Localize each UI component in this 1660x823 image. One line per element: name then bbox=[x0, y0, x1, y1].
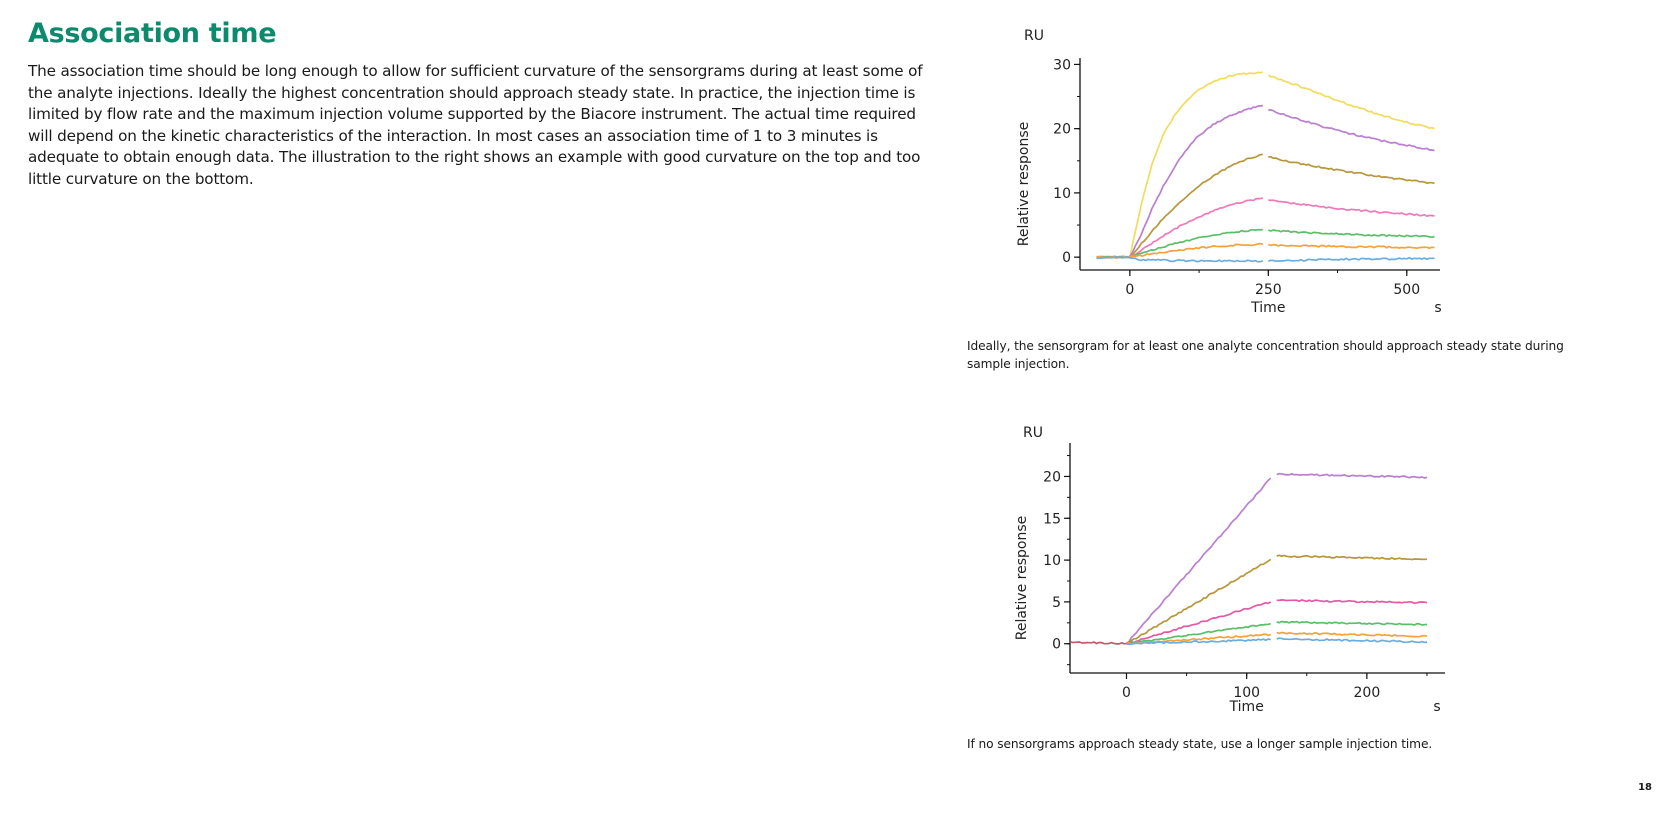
x-axis-unit: s bbox=[1433, 699, 1440, 715]
sensorgram-series-line bbox=[1126, 601, 1272, 645]
sensorgram-series-line bbox=[1096, 104, 1263, 259]
sensorgram-series-line bbox=[1276, 599, 1428, 605]
y-tick-label: 10 bbox=[1053, 186, 1071, 202]
page-title: Association time bbox=[28, 18, 277, 49]
sensorgram-series-line bbox=[1276, 472, 1428, 479]
y-tick-label: 20 bbox=[1043, 469, 1061, 485]
x-tick-label: 500 bbox=[1393, 282, 1420, 298]
sensorgram-series-line bbox=[1276, 631, 1428, 638]
y-tick-label: 0 bbox=[1062, 250, 1071, 266]
sensorgram-series-line bbox=[1268, 199, 1435, 218]
sensorgram-series-line bbox=[1268, 229, 1435, 239]
x-tick-label: 100 bbox=[1233, 685, 1260, 701]
x-axis-unit: s bbox=[1434, 300, 1441, 316]
y-tick-label: 5 bbox=[1052, 595, 1061, 611]
sensorgram-series-line bbox=[1276, 620, 1428, 626]
sensorgram-series-line bbox=[1096, 71, 1264, 259]
sensorgram-series-line bbox=[1268, 256, 1435, 263]
sensorgram-series-line bbox=[1267, 243, 1435, 250]
sensorgram-series-line bbox=[1126, 622, 1271, 645]
y-tick-label: 15 bbox=[1043, 511, 1061, 527]
sensorgram-series-line bbox=[1268, 109, 1435, 152]
sensorgram-series-line bbox=[1126, 638, 1271, 646]
x-tick-label: 250 bbox=[1255, 282, 1282, 298]
y-tick-label: 30 bbox=[1053, 57, 1071, 73]
x-axis-label: Time bbox=[1250, 300, 1285, 316]
figure-caption-top: Ideally, the sensorgram for at least one… bbox=[967, 339, 1564, 371]
y-axis-label: Relative response bbox=[1016, 122, 1032, 247]
figure-caption-bottom: If no sensorgrams approach steady state,… bbox=[967, 737, 1433, 751]
sensorgram-series-line bbox=[1069, 640, 1127, 645]
x-tick-label: 0 bbox=[1125, 282, 1134, 298]
x-axis-label: Time bbox=[1229, 699, 1264, 715]
y-tick-label: 10 bbox=[1043, 553, 1061, 569]
sensorgram-series-line bbox=[1276, 637, 1428, 644]
sensorgram-chart-poor-curvature: 0 5 10 15 20 0 100 200 RU Relative response Time s bbox=[1000, 415, 1490, 715]
sensorgram-series-line bbox=[1276, 554, 1427, 561]
chart-svg: 0 10 20 30 0 250 500 RU Relative response Time s bbox=[1016, 28, 1442, 316]
y-axis-label: Relative response bbox=[1014, 516, 1030, 641]
sensorgram-series-line bbox=[1096, 242, 1264, 259]
sensorgram-series-line bbox=[1096, 197, 1264, 259]
unit-label: RU bbox=[1023, 425, 1043, 441]
sensorgram-series-line bbox=[1126, 477, 1272, 645]
sensorgram-series-line bbox=[1268, 155, 1435, 185]
sensorgram-series-line bbox=[1096, 255, 1264, 263]
sensorgram-chart-good-curvature: 0 10 20 30 0 250 500 RU Relative response Time s bbox=[1010, 20, 1490, 330]
y-tick-label: 0 bbox=[1052, 637, 1061, 653]
unit-label: RU bbox=[1024, 28, 1044, 44]
y-tick-label: 20 bbox=[1053, 122, 1071, 138]
intro-paragraph: The association time should be long enou… bbox=[28, 62, 923, 188]
x-tick-label: 200 bbox=[1354, 685, 1381, 701]
x-tick-label: 0 bbox=[1122, 685, 1131, 701]
page-number: 18 bbox=[1638, 782, 1652, 793]
sensorgram-series-line bbox=[1267, 74, 1435, 130]
sensorgram-series-line bbox=[1126, 558, 1272, 644]
